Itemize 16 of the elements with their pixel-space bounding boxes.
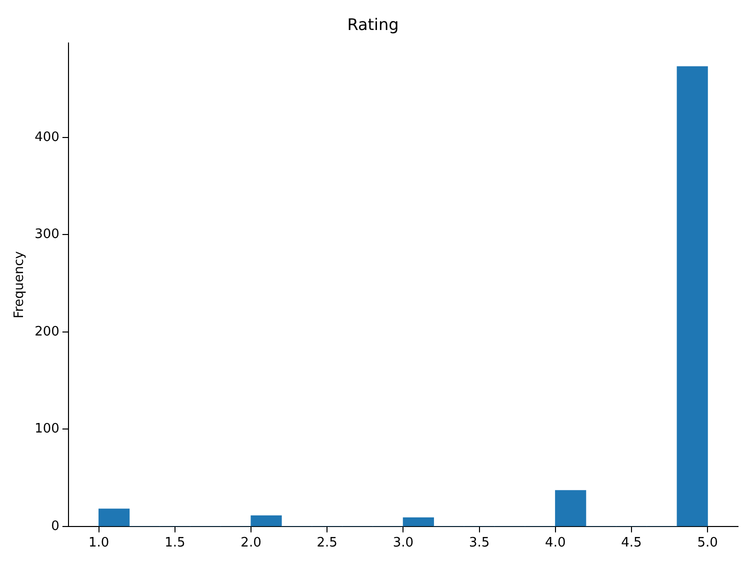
- y-tick-label: 400: [34, 130, 60, 145]
- y-axis-title: Frequency: [12, 250, 28, 318]
- x-tick-label: 1.5: [164, 536, 186, 551]
- x-tick-label: 4.0: [545, 536, 566, 551]
- x-tick-label: 4.5: [621, 536, 642, 551]
- y-tick-label: 300: [34, 227, 60, 242]
- x-tick-label: 3.5: [468, 536, 490, 551]
- x-tick-label: 2.5: [316, 536, 338, 551]
- x-tick-label: 3.0: [392, 536, 414, 551]
- x-tick-label: 5.0: [697, 536, 718, 551]
- y-tick-label: 200: [34, 324, 60, 340]
- y-tick-label: 100: [34, 422, 60, 437]
- x-tick-label: 1.0: [88, 536, 110, 551]
- chart-title: Rating: [347, 14, 399, 34]
- y-tick-label: 0: [51, 518, 60, 534]
- x-tick-label: 2.0: [240, 536, 262, 551]
